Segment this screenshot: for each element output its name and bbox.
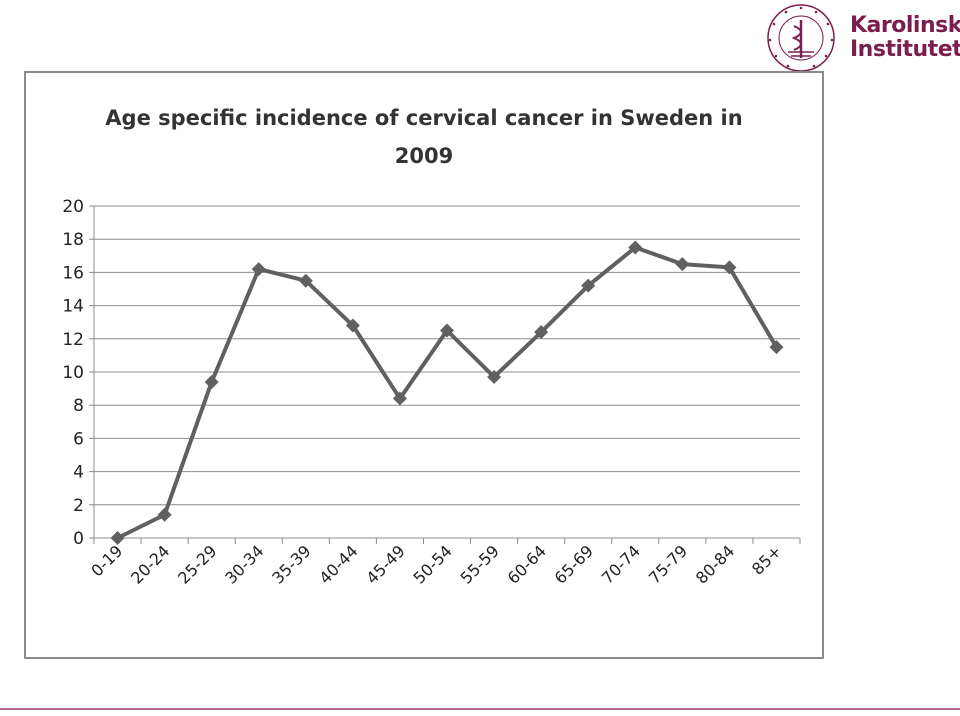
x-tick-label: 80-84: [692, 541, 738, 587]
y-axis-ticks: 0 2 4 6 8 10 12 14 16 18 20: [62, 197, 94, 549]
series-line: [116, 245, 779, 540]
x-tick-label: 40-44: [315, 541, 361, 587]
gridlines: [94, 205, 800, 506]
data-point-marker: [251, 262, 266, 277]
x-tick-label: 50-54: [410, 541, 456, 587]
x-tick-label: 65-69: [551, 541, 597, 587]
seal-icon: [767, 4, 835, 72]
data-point-marker: [298, 273, 313, 288]
data-point-marker: [487, 369, 502, 384]
y-tick-label: 6: [73, 429, 84, 449]
x-tick-label: 55-59: [457, 541, 503, 587]
x-tick-label: 85+: [748, 541, 785, 578]
data-point-marker: [722, 260, 737, 275]
y-tick-label: 8: [73, 396, 84, 416]
y-tick-label: 18: [62, 230, 84, 250]
chart-title: Age specific incidence of cervical cance…: [105, 106, 742, 168]
y-tick-label: 14: [62, 297, 84, 317]
chart-title-line: Age specific incidence of cervical cance…: [105, 106, 742, 130]
y-tick-label: 20: [62, 197, 84, 217]
line-chart: Age specific incidence of cervical cance…: [62, 106, 801, 588]
chart-title-line: 2009: [395, 144, 453, 168]
data-point-marker: [675, 257, 690, 272]
x-tick-label: 35-39: [268, 541, 314, 587]
y-tick-label: 4: [73, 463, 84, 483]
y-tick-label: 2: [73, 496, 84, 516]
x-tick-label: 30-34: [221, 541, 267, 587]
series: [110, 240, 784, 545]
data-point-marker: [534, 325, 549, 340]
y-tick-label: 16: [62, 263, 84, 283]
data-point-marker: [392, 391, 407, 406]
bottom-divider: [0, 708, 960, 710]
x-tick-label: 20-24: [127, 541, 173, 587]
x-tick-label: 25-29: [174, 541, 220, 587]
data-point-marker: [157, 507, 172, 522]
chart-frame: Age specific incidence of cervical cance…: [24, 71, 824, 659]
logo-line-2: Institutet: [850, 37, 960, 62]
data-point-marker: [628, 240, 643, 255]
karolinska-logo: Karolinska Institutet: [758, 2, 960, 74]
data-point-marker: [345, 318, 360, 333]
y-tick-label: 10: [62, 363, 84, 383]
logo-line-1: Karolinska: [850, 13, 960, 38]
x-tick-label: 60-64: [504, 541, 550, 587]
data-point-marker: [581, 278, 596, 293]
x-axis-ticks: 0-19 20-24 25-29 30-34 35-39 40-44 45-49 50-54 5…: [87, 538, 801, 588]
y-tick-label: 12: [62, 330, 84, 350]
data-point-marker: [110, 531, 125, 545]
logo-wordmark: Karolinska Institutet: [850, 14, 960, 62]
x-tick-label: 0-19: [87, 541, 126, 580]
x-tick-label: 75-79: [645, 541, 691, 587]
data-point-marker: [769, 340, 784, 355]
x-tick-label: 45-49: [362, 541, 408, 587]
data-point-marker: [440, 323, 454, 338]
axes: [93, 206, 800, 539]
data-point-marker: [204, 374, 219, 389]
x-tick-label: 70-74: [598, 541, 644, 587]
y-tick-label: 0: [73, 529, 84, 549]
